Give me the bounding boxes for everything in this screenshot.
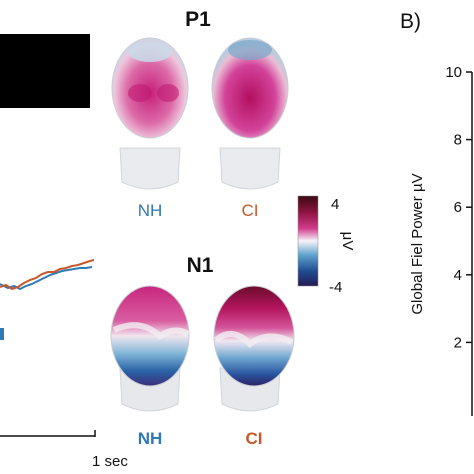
n1-nh-label: NH [138, 429, 163, 448]
y-axis-label: Global Fiel Power µV [409, 173, 426, 314]
n1-ci-label: CI [246, 429, 263, 448]
colorbar-min-label: -4 [329, 279, 342, 296]
n1-title: N1 [187, 254, 214, 277]
p1-ci-label: CI [242, 201, 259, 220]
colorbar [297, 195, 319, 287]
y-tick-label: 2 [454, 334, 462, 351]
ci-waveform-line [0, 259, 95, 291]
nh-waveform-line [0, 266, 93, 291]
redacted-black-box [0, 34, 90, 108]
y-tick-label: 8 [454, 132, 462, 149]
p1-title: P1 [185, 8, 211, 31]
n1-ci-head-map [213, 285, 295, 412]
colorbar-max-label: 4 [331, 196, 339, 213]
p1-ci-head-map [211, 37, 289, 190]
nh-label-fragment [0, 328, 4, 340]
y-tick-label: 10 [445, 64, 462, 81]
colorbar-unit-label: μV [339, 232, 356, 251]
p1-nh-head-map [111, 37, 189, 190]
y-axis-ticks: 2 4 6 8 10 [445, 64, 472, 351]
p1-nh-label: NH [138, 201, 163, 220]
y-tick-label: 6 [454, 199, 462, 216]
panel-b-label: B) [400, 10, 421, 33]
time-scale-label: 1 sec [92, 453, 128, 470]
y-tick-label: 4 [454, 267, 462, 284]
n1-nh-head-map [110, 285, 190, 412]
